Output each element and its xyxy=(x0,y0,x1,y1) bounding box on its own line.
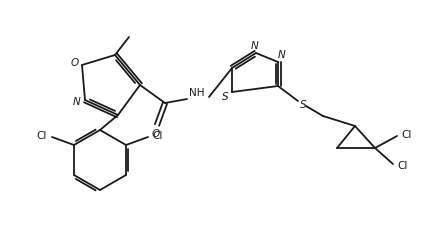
Text: N: N xyxy=(251,41,259,51)
Text: Cl: Cl xyxy=(402,130,412,140)
Text: O: O xyxy=(71,58,79,68)
Text: S: S xyxy=(222,92,228,102)
Text: N: N xyxy=(73,97,81,107)
Text: NH: NH xyxy=(189,88,205,98)
Text: O: O xyxy=(152,129,160,139)
Text: N: N xyxy=(278,50,286,60)
Text: Cl: Cl xyxy=(398,161,408,171)
Text: S: S xyxy=(300,100,306,110)
Text: Cl: Cl xyxy=(153,131,163,141)
Text: Cl: Cl xyxy=(37,131,47,141)
